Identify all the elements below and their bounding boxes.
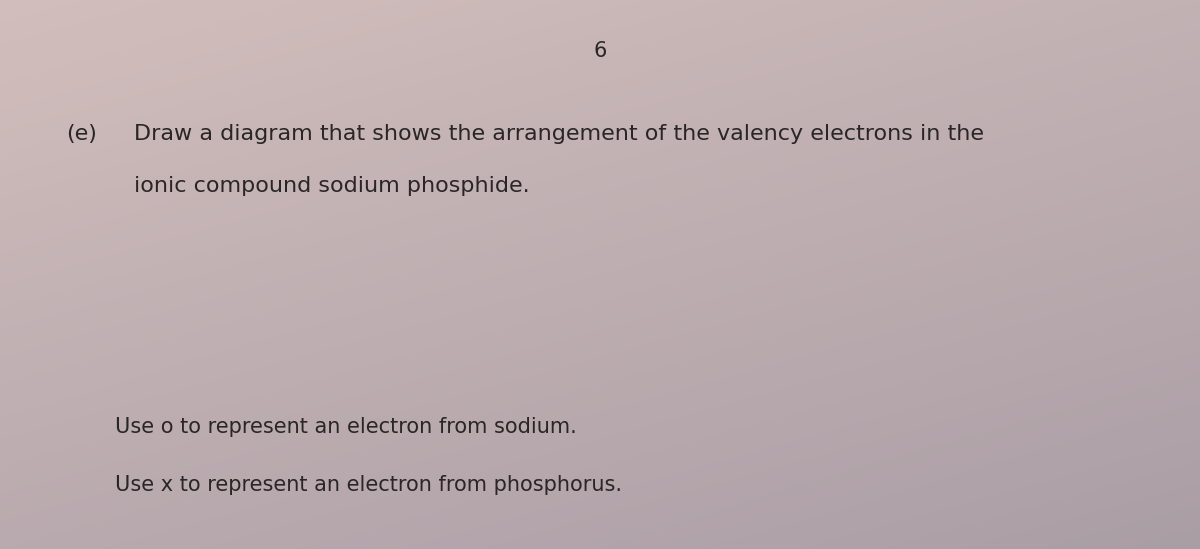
Text: (e): (e) [66,124,97,143]
Text: Draw a diagram that shows the arrangement of the valency electrons in the: Draw a diagram that shows the arrangemen… [134,124,984,143]
Text: Use x to represent an electron from phosphorus.: Use x to represent an electron from phos… [115,475,623,495]
Text: 6: 6 [593,41,607,61]
Text: Use o to represent an electron from sodium.: Use o to represent an electron from sodi… [115,417,577,437]
Text: ionic compound sodium phosphide.: ionic compound sodium phosphide. [134,176,530,195]
